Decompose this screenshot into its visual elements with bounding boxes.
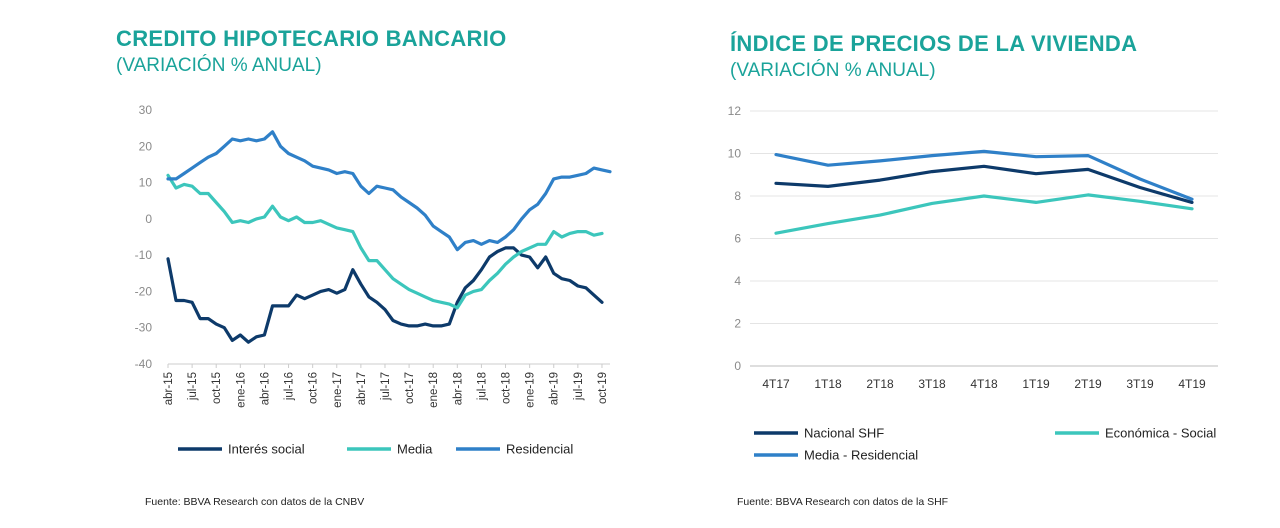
series-line-inter-s-social [166,246,604,344]
credit-line-chart: 30 20 10 0 -10 -20 -30 -40 abr-15 jul-15 oct-15 ene… [135,103,612,457]
legend-item: Económica - Social [1055,426,1216,441]
x-tick-label: abr-19 [549,372,561,405]
series-line-nacional-shf [774,164,1194,204]
x-tick-label: jul-19 [573,372,585,401]
y-tick-label: 6 [734,232,741,246]
chart-title: CREDITO HIPOTECARIO BANCARIO [116,26,507,51]
x-tick-label: abr-15 [163,372,175,405]
chart-source: Fuente: BBVA Research con datos de la SH… [737,496,949,508]
chart-panel-credito: CREDITO HIPOTECARIO BANCARIO (VARIACIÓN … [116,26,612,508]
y-tick-label: 12 [728,104,742,118]
legend-item: Media [347,442,433,457]
legend-label: Nacional SHF [804,426,884,441]
series-line-media [166,173,604,310]
x-tick-label: 4T17 [762,377,790,391]
x-tick-label: abr-18 [452,372,464,405]
x-tick-label: 4T19 [1178,377,1206,391]
legend-item: Media - Residencial [754,448,918,463]
series-line-econ-mica-social [774,193,1194,235]
x-tick-label: ene-17 [332,372,344,408]
y-tick-label: 4 [734,274,741,288]
x-tick-label: ene-19 [525,372,537,408]
y-tick-label: 8 [734,189,741,203]
chart-source: Fuente: BBVA Research con datos de la CN… [145,496,365,508]
legend-label: Económica - Social [1105,426,1216,441]
legend-item: Interés social [178,442,305,457]
chart-subtitle: (VARIACIÓN % ANUAL) [730,60,936,81]
y-tick-label: 2 [734,317,741,331]
x-tick-label: 2T18 [866,377,894,391]
chart-panel-precios: ÍNDICE DE PRECIOS DE LA VIVIENDA (VARIAC… [640,0,1280,528]
y-tick-label: 0 [145,212,152,226]
x-tick-label: jul-16 [284,372,296,401]
chart-subtitle: (VARIACIÓN % ANUAL) [116,55,322,76]
x-tick-label: abr-16 [259,372,271,405]
y-tick-label: 20 [139,139,153,153]
legend-label: Media - Residencial [804,448,918,463]
y-tick-label: -10 [135,248,153,262]
legend-label: Media [397,442,433,457]
x-tick-label: oct-18 [501,372,513,404]
chart-title: ÍNDICE DE PRECIOS DE LA VIVIENDA [730,31,1138,56]
x-tick-label: jul-17 [380,372,392,401]
legend-item: Residencial [456,442,573,457]
y-tick-label: -40 [135,357,153,371]
y-tick-label: -20 [135,284,153,298]
x-tick-label: ene-16 [235,372,247,408]
y-tick-label: 30 [139,103,153,117]
legend-item: Nacional SHF [754,426,884,441]
x-tick-label: 2T19 [1074,377,1102,391]
legend-label: Residencial [506,442,573,457]
series-line-media-residencial [774,149,1194,201]
y-tick-label: 10 [728,147,742,161]
x-tick-label: oct-16 [308,372,320,404]
y-tick-label: -30 [135,321,153,335]
x-tick-label: abr-17 [356,372,368,405]
y-tick-label: 0 [734,359,741,373]
x-tick-label: jul-18 [476,372,488,401]
housing-price-line-chart: 12 10 8 6 4 2 0 4T17 1T18 2T18 3T18 4T18 1T19 2T19 3T1… [728,104,1218,463]
x-tick-label: 3T19 [1126,377,1154,391]
x-tick-label: 3T18 [918,377,946,391]
x-tick-label: oct-17 [404,372,416,404]
x-tick-label: jul-15 [187,372,199,401]
series-line-residencial [166,130,612,252]
x-tick-label: 1T18 [814,377,842,391]
legend-label: Interés social [228,442,305,457]
x-tick-label: ene-18 [428,372,440,408]
x-tick-label: 1T19 [1022,377,1050,391]
x-tick-label: oct-19 [597,372,609,404]
y-tick-label: 10 [139,176,153,190]
x-tick-label: 4T18 [970,377,998,391]
x-tick-label: oct-15 [211,372,223,404]
